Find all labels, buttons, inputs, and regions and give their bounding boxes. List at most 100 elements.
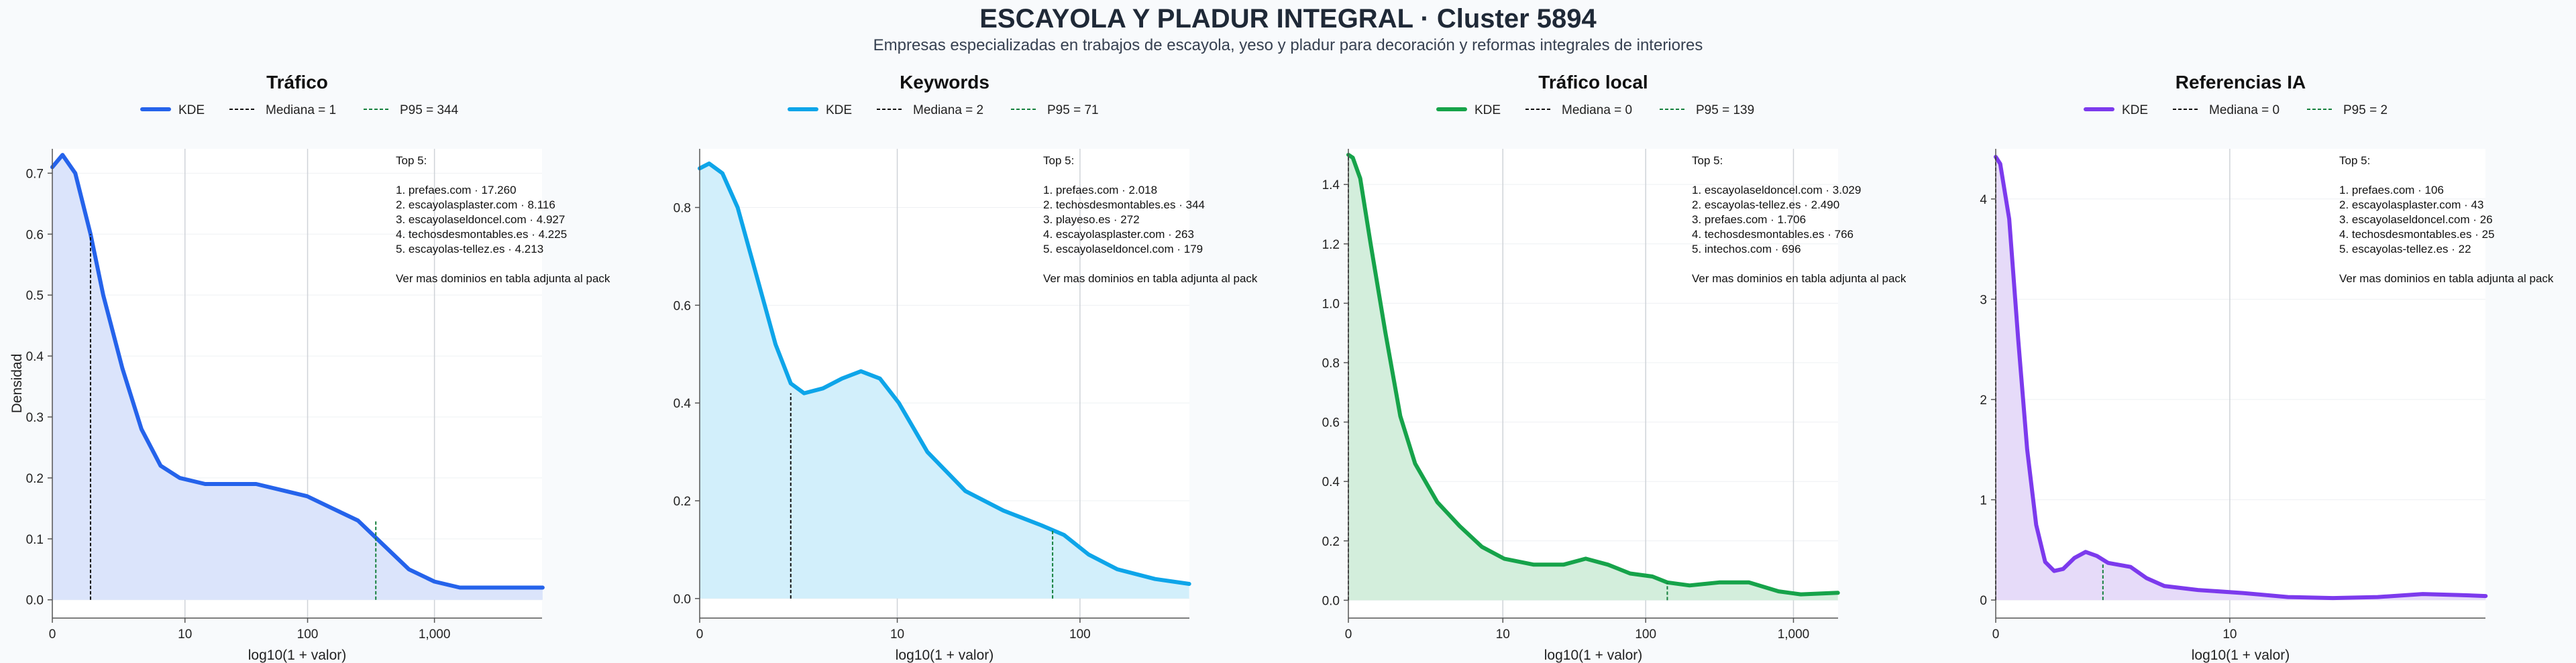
y-tick-label: 1.0 [1322,297,1340,311]
annotation-line: Ver mas dominios en tabla adjunta al pac… [396,272,610,285]
y-tick-label: 3 [1980,293,1987,307]
y-tick-label: 0.4 [674,397,692,411]
y-tick-label: 4 [1980,193,1987,207]
y-tick-label: 1.2 [1322,238,1340,252]
annotation-line: Top 5: [396,154,427,167]
x-tick-label: 0 [49,627,56,642]
annotation-line: 2. escayolasplaster.com · 8.116 [396,198,555,211]
y-axis-label: Densidad [9,354,25,414]
kde-line [1994,155,2488,601]
annotation-line: 1. prefaes.com · 17.260 [396,184,517,196]
panel-title: Referencias IA [2176,72,2306,93]
y-tick-label: 0.2 [1322,535,1340,549]
x-tick-label: 1,000 [419,627,451,642]
legend-kde-label: KDE [1474,103,1501,117]
legend-p95-label: P95 = 2 [2343,103,2387,117]
annotation-line: 5. intechos.com · 696 [1692,243,1801,255]
annotation-line: Ver mas dominios en tabla adjunta al pac… [1692,272,1907,285]
legend-median-label: Mediana = 1 [266,103,336,117]
y-tick-label: 1.4 [1322,178,1340,192]
y-tick-label: 0.1 [26,533,44,547]
annotation-line: Ver mas dominios en tabla adjunta al pac… [2339,272,2554,285]
x-tick-label: 10 [1496,627,1510,642]
x-tick-label: 100 [1635,627,1656,642]
annotation-line: 5. escayolas-tellez.es · 22 [2339,243,2471,255]
annotation-line: 1. prefaes.com · 2.018 [1043,184,1157,196]
annotation-line: 5. escayolaseldoncel.com · 179 [1043,243,1203,255]
x-tick-label: 100 [1069,627,1091,642]
annotation-line: 2. escayolasplaster.com · 43 [2339,198,2483,211]
annotation-line: 4. techosdesmontables.es · 4.225 [396,228,567,241]
page-subtitle: Empresas especializadas en trabajos de e… [873,36,1703,54]
plot-area [1996,149,2485,618]
kde-line [698,161,1191,586]
annotation-line: 4. techosdesmontables.es · 25 [2339,228,2495,241]
x-tick-label: 0 [696,627,704,642]
x-tick-label: 10 [890,627,904,642]
annotation-line: Ver mas dominios en tabla adjunta al pac… [1043,272,1258,285]
top5-annotation: Top 5: 1. prefaes.com · 106 2. escayolaspl… [2339,154,2554,285]
y-tick-label: 0.0 [1322,594,1340,608]
legend-p95-label: P95 = 71 [1047,103,1099,117]
x-tick-label: 0 [1345,627,1352,642]
annotation-line: 4. techosdesmontables.es · 766 [1692,228,1854,241]
legend-p95-label: P95 = 344 [400,103,459,117]
x-tick-label: 10 [2222,627,2237,642]
annotation-line: 1. prefaes.com · 106 [2339,184,2444,196]
x-axis-label: log10(1 + valor) [248,648,347,663]
y-tick-label: 0.8 [674,202,691,216]
legend-kde-label: KDE [826,103,852,117]
panel-title: Tráfico [266,72,328,93]
top5-annotation: Top 5: 1. prefaes.com · 17.260 2. escayola… [396,154,610,285]
y-tick-label: 0.0 [674,593,691,607]
y-tick-label: 0.0 [26,594,44,608]
annotation-line: 2. techosdesmontables.es · 344 [1043,198,1205,211]
y-tick-label: 0.6 [674,299,691,313]
y-tick-label: 1 [1980,494,1987,508]
y-tick-label: 0.4 [1322,475,1340,489]
kde-area [700,163,1189,599]
annotation-line: Top 5: [2339,154,2370,167]
y-tick-label: 0.6 [26,228,44,242]
x-tick-label: 1,000 [1778,627,1810,642]
chart-panel-4: 0 1 2 3 4 0 10 log10(1 + valor) Referencias IA KD… [1980,72,2553,663]
chart-panel-1: 0.0 0.1 0.2 0.3 0.4 0.5 0.6 0.7 0 10 100 1,000 log10… [9,72,610,663]
legend-median-label: Mediana = 0 [2209,103,2279,117]
y-tick-label: 0.7 [26,167,44,181]
y-tick-label: 0.2 [26,472,44,486]
x-axis-label: log10(1 + valor) [1544,648,1643,663]
annotation-line: Top 5: [1043,154,1074,167]
y-tick-label: 0.2 [674,495,691,509]
annotation-line: 3. prefaes.com · 1.706 [1692,213,1806,226]
kde-area [1348,154,1838,601]
legend: KDE Mediana = 1 P95 = 344 [140,103,459,117]
top5-annotation: Top 5: 1. escayolaseldoncel.com · 3.029 2.… [1692,154,1907,285]
y-tick-label: 2 [1980,394,1987,408]
legend: KDE Mediana = 0 P95 = 2 [2084,103,2387,117]
annotation-line: 5. escayolas-tellez.es · 4.213 [396,243,543,255]
kde-area [52,155,543,600]
kde-line [50,153,545,590]
y-tick-label: 0.5 [26,289,44,303]
page-title: ESCAYOLA Y PLADUR INTEGRAL · Cluster 589… [979,4,1597,34]
x-tick-label: 0 [1992,627,2000,642]
chart-panel-3: 0.0 0.2 0.4 0.6 0.8 1.0 1.2 1.4 0 10 100 1,000 log10… [1322,72,1907,663]
annotation-line: 1. escayolaseldoncel.com · 3.029 [1692,184,1861,196]
x-axis-label: log10(1 + valor) [2192,648,2290,663]
top5-annotation: Top 5: 1. prefaes.com · 2.018 2. techosdes… [1043,154,1258,285]
legend-kde-label: KDE [178,103,205,117]
y-tick-label: 0.4 [26,350,44,364]
annotation-line: 3. escayolaseldoncel.com · 4.927 [396,213,565,226]
panel-title: Keywords [900,72,989,93]
legend-median-label: Mediana = 0 [1562,103,1632,117]
y-tick-label: 0.8 [1322,357,1340,371]
kde-line [1346,152,1840,597]
legend: KDE Mediana = 0 P95 = 139 [1436,103,1754,117]
chart-panel-2: 0.0 0.2 0.4 0.6 0.8 0 10 100 log10(1 + valor) Key… [674,72,1258,663]
annotation-line: 4. escayolasplaster.com · 263 [1043,228,1194,241]
annotation-line: 3. escayolaseldoncel.com · 26 [2339,213,2493,226]
y-tick-label: 0 [1980,594,1987,608]
annotation-line: Top 5: [1692,154,1723,167]
y-tick-label: 0.6 [1322,416,1340,430]
